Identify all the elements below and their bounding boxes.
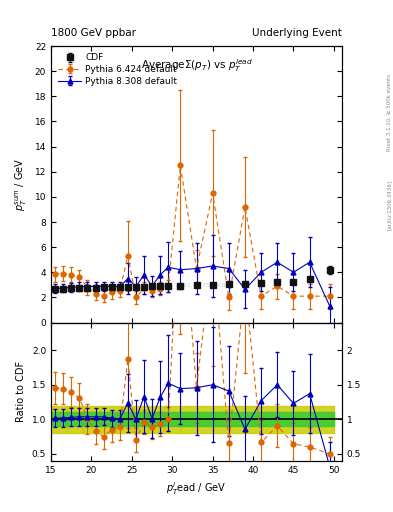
Text: QCD_2001_S4751469: QCD_2001_S4751469 [159,283,226,288]
Text: Underlying Event: Underlying Event [252,28,342,38]
X-axis label: $p_T^{l}$ead / GeV: $p_T^{l}$ead / GeV [166,480,227,497]
Y-axis label: $p_T^{sum}$ / GeV: $p_T^{sum}$ / GeV [14,158,29,211]
Text: [arXiv:1306.3436]: [arXiv:1306.3436] [387,180,392,230]
Legend: CDF, Pythia 6.424 default, Pythia 8.308 default: CDF, Pythia 6.424 default, Pythia 8.308 … [55,51,180,89]
Text: Rivet 3.1.10, ≥ 500k events: Rivet 3.1.10, ≥ 500k events [387,74,392,151]
Y-axis label: Ratio to CDF: Ratio to CDF [16,361,26,422]
Text: 1800 GeV ppbar: 1800 GeV ppbar [51,28,136,38]
Text: Average$\Sigma(p_T)$ vs $p_T^{lead}$: Average$\Sigma(p_T)$ vs $p_T^{lead}$ [141,57,252,74]
